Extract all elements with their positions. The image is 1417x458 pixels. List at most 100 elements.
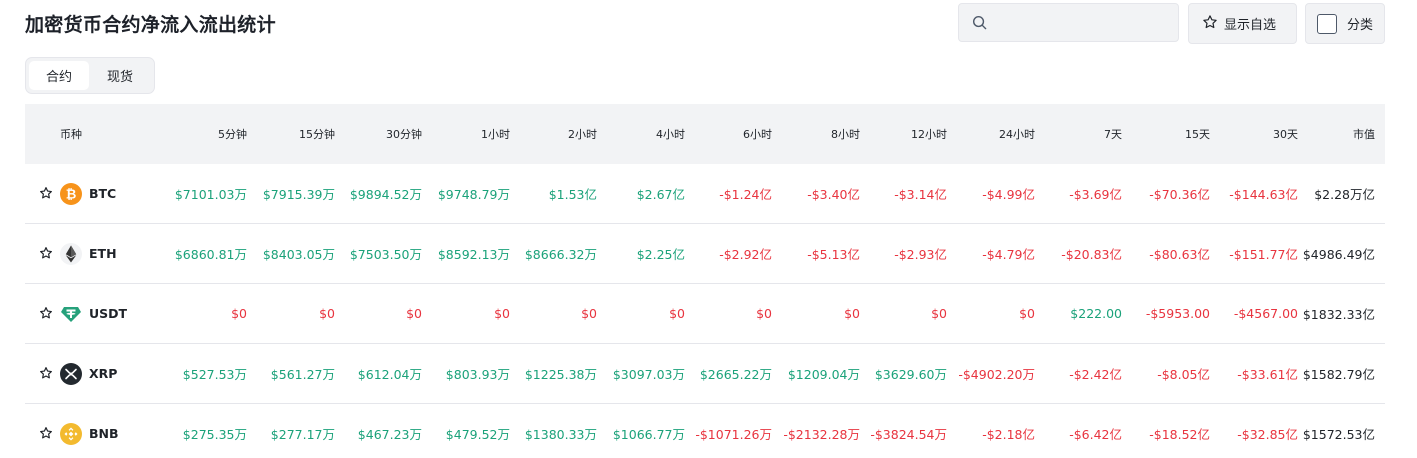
flow-value: $9894.52万 <box>349 187 422 202</box>
column-header: 24小时 <box>999 128 1035 141</box>
flow-value: $1.53亿 <box>548 187 597 202</box>
flow-value: $0 <box>931 306 947 321</box>
flow-value: $527.53万 <box>182 367 247 382</box>
flow-value: -$32.85亿 <box>1237 427 1298 442</box>
column-header: 5分钟 <box>218 128 247 141</box>
flow-table: 币种 5分钟 15分钟 30分钟 1小时 2小时 4小时 6小时 8小时 12小时 24小时 7天 15… <box>25 104 1385 458</box>
category-checkbox[interactable] <box>1317 13 1337 34</box>
table-body: ₿ BTC $7101.03万 $7915.39万 $9894.52万 $9748.79万… <box>25 164 1385 458</box>
column-header: 4小时 <box>656 128 685 141</box>
table-row[interactable]: XRP $527.53万 $561.27万 $612.04万 $803.93万 $1225… <box>25 344 1385 404</box>
tether-icon <box>60 303 82 325</box>
flow-value: $7101.03万 <box>174 187 247 202</box>
category-label: 分类 <box>1347 18 1374 33</box>
column-header: 6小时 <box>743 128 772 141</box>
flow-value: -$80.63亿 <box>1149 247 1210 262</box>
flow-value: $1066.77万 <box>612 427 685 442</box>
flow-value: -$3.69亿 <box>1069 187 1122 202</box>
column-header: 市值 <box>1353 128 1375 141</box>
favorite-star-icon[interactable] <box>39 246 53 260</box>
column-header: 30分钟 <box>386 128 422 141</box>
flow-value: $222.00 <box>1070 306 1122 321</box>
flow-value: $561.27万 <box>270 367 335 382</box>
ethereum-icon <box>60 243 82 265</box>
column-header: 12小时 <box>911 128 947 141</box>
table-row[interactable]: ₿ BTC $7101.03万 $7915.39万 $9894.52万 $9748.79万… <box>25 164 1385 224</box>
column-header: 8小时 <box>831 128 860 141</box>
flow-value: -$18.52亿 <box>1149 427 1210 442</box>
flow-value: $277.17万 <box>270 427 335 442</box>
search-icon <box>972 15 987 30</box>
table-row[interactable]: USDT $0 $0 $0 $0 $0 $0 $0 $0 $0 $0 $222.00 -$5953.00… <box>25 284 1385 344</box>
market-cap-value: $1572.53亿 <box>1302 427 1375 442</box>
flow-value: -$70.36亿 <box>1149 187 1210 202</box>
flow-value: -$4902.20万 <box>958 367 1035 382</box>
favorite-star-icon[interactable] <box>39 366 53 380</box>
flow-value: $1380.33万 <box>524 427 597 442</box>
search-box[interactable] <box>958 3 1179 42</box>
search-input[interactable] <box>995 15 1165 30</box>
flow-value: -$2.42亿 <box>1069 367 1122 382</box>
tab-futures[interactable]: 合约 <box>29 61 89 90</box>
flow-value: -$6.42亿 <box>1069 427 1122 442</box>
favorite-star-icon[interactable] <box>39 186 53 200</box>
flow-value: -$2.93亿 <box>894 247 947 262</box>
coin-symbol[interactable]: BNB <box>89 426 119 441</box>
flow-value: $0 <box>406 306 422 321</box>
flow-value: $2665.22万 <box>699 367 772 382</box>
flow-value: $2.67亿 <box>636 187 685 202</box>
column-header: 30天 <box>1273 128 1298 141</box>
market-cap-value: $2.28万亿 <box>1314 187 1375 202</box>
column-header: 15分钟 <box>299 128 335 141</box>
flow-value: -$2.92亿 <box>719 247 772 262</box>
flow-value: -$3.14亿 <box>894 187 947 202</box>
market-cap-value: $4986.49亿 <box>1302 247 1375 262</box>
flow-value: $7503.50万 <box>349 247 422 262</box>
coin-symbol[interactable]: BTC <box>89 186 117 201</box>
page-title: 加密货币合约净流入流出统计 <box>25 14 276 36</box>
favorite-star-icon[interactable] <box>39 426 53 440</box>
flow-value: $0 <box>231 306 247 321</box>
favorite-star-icon[interactable] <box>39 306 53 320</box>
flow-value: -$4567.00 <box>1233 306 1298 321</box>
column-header: 7天 <box>1104 128 1122 141</box>
coin-symbol[interactable]: XRP <box>89 366 118 381</box>
coin-symbol[interactable]: USDT <box>89 306 128 321</box>
flow-value: $2.25亿 <box>636 247 685 262</box>
flow-value: $0 <box>1019 306 1035 321</box>
flow-value: -$2.18亿 <box>982 427 1035 442</box>
flow-value: $8403.05万 <box>262 247 335 262</box>
table-row[interactable]: ETH $6860.81万 $8403.05万 $7503.50万 $8592.13万 $… <box>25 224 1385 284</box>
flow-value: $3097.03万 <box>612 367 685 382</box>
flow-value: -$20.83亿 <box>1061 247 1122 262</box>
show-favorites-label: 显示自选 <box>1224 18 1277 33</box>
tab-spot[interactable]: 现货 <box>106 70 133 85</box>
flow-value: -$1071.26万 <box>695 427 772 442</box>
flow-value: $0 <box>581 306 597 321</box>
bnb-icon <box>60 423 82 445</box>
flow-value: -$144.63亿 <box>1229 187 1298 202</box>
flow-value: -$33.61亿 <box>1237 367 1298 382</box>
flow-value: -$5953.00 <box>1145 306 1210 321</box>
flow-value: -$8.05亿 <box>1157 367 1210 382</box>
flow-value: $7915.39万 <box>262 187 335 202</box>
table-header: 币种 5分钟 15分钟 30分钟 1小时 2小时 4小时 6小时 8小时 12小时 24小时 7天 15… <box>25 104 1385 164</box>
column-header-coin: 币种 <box>60 128 82 141</box>
flow-value: $9748.79万 <box>437 187 510 202</box>
flow-value: $0 <box>494 306 510 321</box>
market-cap-value: $1582.79亿 <box>1302 367 1375 382</box>
flow-value: $467.23万 <box>357 427 422 442</box>
category-toggle[interactable]: 分类 <box>1305 3 1385 44</box>
flow-value: -$151.77亿 <box>1229 247 1298 262</box>
flow-value: $8666.32万 <box>524 247 597 262</box>
flow-value: $1209.04万 <box>787 367 860 382</box>
flow-value: -$1.24亿 <box>719 187 772 202</box>
flow-value: $0 <box>319 306 335 321</box>
table-row[interactable]: BNB $275.35万 $277.17万 $467.23万 $479.52万 $1380… <box>25 404 1385 458</box>
flow-value: -$4.79亿 <box>982 247 1035 262</box>
show-favorites-button[interactable]: 显示自选 <box>1188 3 1297 44</box>
flow-value: -$5.13亿 <box>807 247 860 262</box>
flow-value: $612.04万 <box>357 367 422 382</box>
coin-symbol[interactable]: ETH <box>89 246 117 261</box>
column-header: 15天 <box>1185 128 1210 141</box>
